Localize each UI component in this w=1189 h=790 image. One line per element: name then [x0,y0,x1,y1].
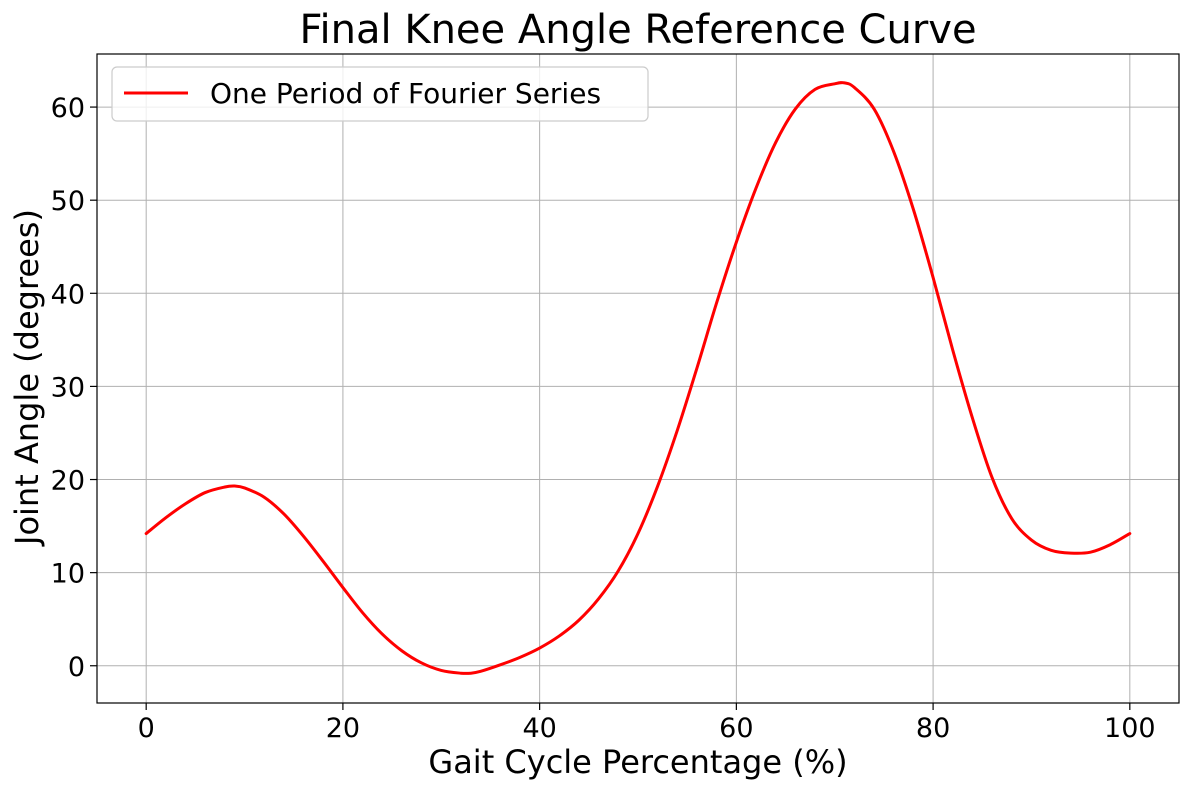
plot-frame [96,53,1180,704]
y-tick-label: 0 [68,652,85,683]
y-tick-label: 20 [51,466,85,497]
x-tick-label: 60 [719,713,753,744]
x-tick-label: 20 [326,713,360,744]
y-tick-label: 40 [51,279,85,310]
legend-box [111,66,649,122]
y-axis-ticks: 0 10 20 30 40 50 60 [51,93,97,683]
series-group [144,81,1132,675]
x-axis-label: Gait Cycle Percentage (%) [428,743,847,781]
series-line-0 [144,81,1132,675]
x-tick-label: 100 [1104,713,1156,744]
x-tick-label: 0 [138,713,155,744]
y-axis-label: Joint Angle (degrees) [8,209,46,547]
x-axis-ticks: 0 20 40 60 80 100 [138,703,1156,744]
y-tick-label: 50 [51,186,85,217]
grid [97,54,1179,703]
y-tick-label: 10 [51,559,85,590]
legend: One Period of Fourier Series [111,66,649,122]
chart-title: Final Knee Angle Reference Curve [299,7,976,53]
x-tick-label: 80 [916,713,950,744]
y-tick-label: 30 [51,372,85,403]
y-tick-label: 60 [51,93,85,124]
x-tick-label: 40 [522,713,556,744]
legend-entry-label: One Period of Fourier Series [210,77,601,110]
